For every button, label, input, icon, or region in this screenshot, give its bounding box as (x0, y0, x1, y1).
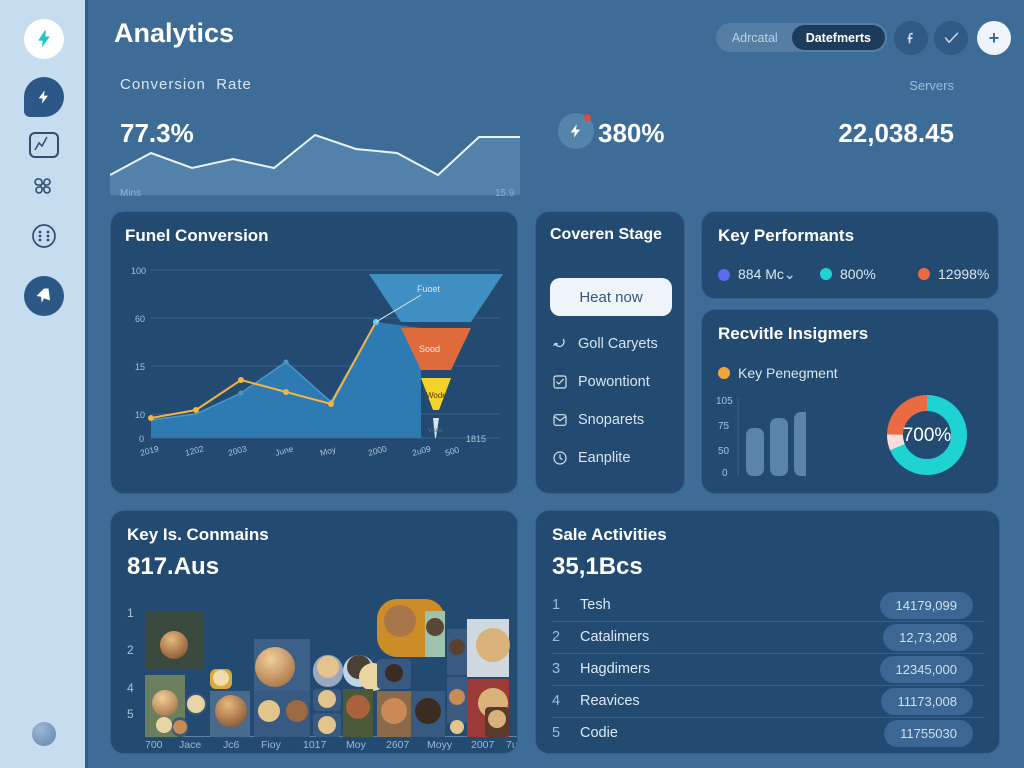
svg-text:60: 60 (135, 314, 145, 324)
svg-text:2000: 2000 (367, 443, 388, 458)
svg-text:105: 105 (716, 396, 733, 407)
svg-text:50: 50 (718, 446, 730, 457)
svg-text:500: 500 (444, 445, 461, 458)
svg-text:2019: 2019 (139, 443, 160, 458)
svg-text:0: 0 (139, 434, 144, 444)
svg-text:0: 0 (722, 468, 728, 478)
svg-text:1815: 1815 (466, 434, 486, 444)
svg-text:Wode: Wode (426, 391, 447, 400)
svg-text:700%: 700% (903, 425, 952, 446)
svg-text:100: 100 (131, 266, 146, 276)
svg-text:1202: 1202 (184, 443, 205, 458)
svg-text:2003: 2003 (227, 443, 248, 458)
svg-text:Sood: Sood (419, 344, 440, 354)
svg-text:June: June (274, 443, 295, 458)
svg-text:2u09: 2u09 (411, 443, 432, 458)
svg-text:10: 10 (135, 410, 145, 420)
svg-text:15: 15 (135, 362, 145, 372)
svg-text:Moy: Moy (319, 444, 338, 458)
svg-text:Viola: Viola (428, 427, 443, 434)
svg-text:Fuoet: Fuoet (417, 284, 441, 294)
svg-text:75: 75 (718, 421, 730, 432)
